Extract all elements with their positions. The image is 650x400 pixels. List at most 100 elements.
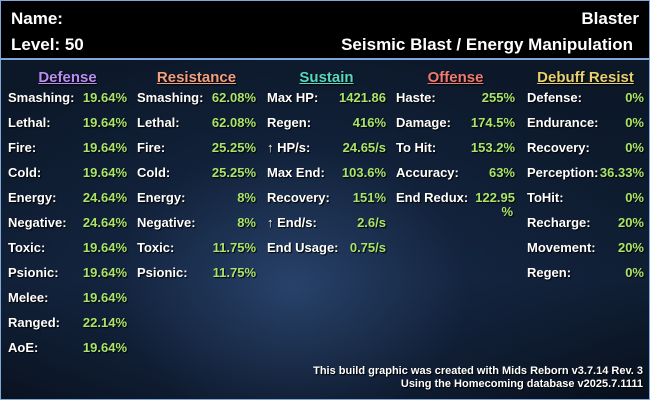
stat-label: Psionic: (137, 265, 188, 280)
footer-credits: This build graphic was created with Mids… (313, 365, 643, 391)
stat-value: 2.6/s (357, 215, 386, 230)
name-label: Name: (11, 9, 63, 28)
stat-row: Recovery: 0% (527, 136, 644, 161)
debuff-resist-title: Debuff Resist (537, 69, 634, 86)
stat-label: Accuracy: (396, 165, 459, 180)
stat-value: 0% (625, 265, 644, 280)
stat-value: 11.75% (212, 240, 256, 255)
stat-label: Smashing: (137, 90, 204, 105)
stat-value: 19.64% (82, 115, 127, 130)
footer-line-1: This build graphic was created with Mids… (313, 365, 643, 377)
stat-label: Negative: (8, 215, 67, 230)
stat-label: AoE: (8, 340, 39, 355)
sustain-column: Sustain Max HP: 1421.86 Regen: 416% ↑ HP/s: 2… (267, 69, 386, 261)
end-redux-percent-suffix: % (501, 204, 513, 219)
stat-label: Lethal: (8, 115, 51, 130)
defense-rows: Smashing: 19.64% Lethal: 19.64% Fire: 19.64% C… (8, 86, 127, 361)
stat-label: End Redux: (396, 190, 469, 205)
stat-row: Endurance: 0% (527, 111, 644, 136)
stat-value: 416% (352, 115, 386, 130)
stat-row: Toxic: 19.64% (8, 236, 127, 261)
stat-row: ↑ HP/s: 24.65/s (267, 136, 386, 161)
stat-value: 1421.86 (339, 90, 386, 105)
defense-column: Defense Smashing: 19.64% Lethal: 19.64% Fire… (8, 69, 127, 361)
stat-label: Regen: (267, 115, 312, 130)
stat-label: Lethal: (137, 115, 180, 130)
stat-row: ToHit: 0% (527, 186, 644, 211)
stat-label: Damage: (396, 115, 451, 130)
resistance-column: Resistance Smashing: 62.08% Lethal: 62.08% F… (137, 69, 256, 286)
offense-title: Offense (427, 69, 484, 86)
stat-label: Fire: (137, 140, 166, 155)
stat-value: 19.64% (82, 165, 127, 180)
stat-row: Lethal: 62.08% (137, 111, 256, 136)
stat-row: Negative: 8% (137, 211, 256, 236)
stat-row: Lethal: 19.64% (8, 111, 127, 136)
stat-row: Negative: 24.64% (8, 211, 127, 236)
stat-row: ↑ End/s: 2.6/s (267, 211, 386, 236)
stat-row: AoE: 19.64% (8, 336, 127, 361)
archetype-label: Blaster (581, 9, 639, 28)
stat-value: 0% (625, 90, 644, 105)
stat-label: ↑ End/s: (267, 215, 317, 230)
stat-value: 153.2% (470, 140, 515, 155)
stat-row: Toxic: 11.75% (137, 236, 256, 261)
stat-row: Defense: 0% (527, 86, 644, 111)
stat-label: Recharge: (527, 215, 591, 230)
stat-row: Cold: 25.25% (137, 161, 256, 186)
defense-title: Defense (38, 69, 97, 86)
stat-row: Smashing: 62.08% (137, 86, 256, 111)
stat-row: Psionic: 19.64% (8, 261, 127, 286)
stat-value: 22.14% (82, 315, 127, 330)
stat-value: 19.64% (82, 240, 127, 255)
stat-value: 151% (352, 190, 386, 205)
stat-value: 19.64% (82, 265, 127, 280)
stat-value: 0% (625, 140, 644, 155)
stat-value: 63% (488, 165, 515, 180)
stat-value: 0.75/s (349, 240, 386, 255)
resistance-rows: Smashing: 62.08% Lethal: 62.08% Fire: 25.25% C… (137, 86, 256, 286)
footer-line-2: Using the Homecoming database v2025.7.11… (400, 378, 643, 390)
stat-label: Regen: (527, 265, 572, 280)
stat-row: Haste: 255% (396, 86, 515, 111)
stat-value: 103.6% (341, 165, 386, 180)
stat-label: Max HP: (267, 90, 319, 105)
stat-label: Haste: (396, 90, 436, 105)
stat-row: Regen: 0% (527, 261, 644, 286)
stat-row: End Usage: 0.75/s (267, 236, 386, 261)
stat-value: 122.95 (475, 190, 515, 205)
stat-value: 19.64% (82, 140, 127, 155)
powersets-label: Seismic Blast / Energy Manipulation (341, 35, 633, 54)
stat-value: 19.64% (82, 340, 127, 355)
stat-label: Smashing: (8, 90, 75, 105)
stat-label: Fire: (8, 140, 37, 155)
stat-value: 25.25% (211, 165, 256, 180)
stat-label: ↑ HP/s: (267, 140, 311, 155)
stat-label: Toxic: (137, 240, 175, 255)
stat-value: 0% (625, 190, 644, 205)
stat-row: To Hit: 153.2% (396, 136, 515, 161)
offense-column: Offense Haste: 255% Damage: 174.5% To Hit: 15… (396, 69, 515, 219)
stat-row: Recharge: 20% (527, 211, 644, 236)
stat-value: 174.5% (470, 115, 515, 130)
stat-row: Regen: 416% (267, 111, 386, 136)
stat-value: 36.33% (599, 165, 644, 180)
sustain-title: Sustain (299, 69, 354, 86)
stat-row: Max HP: 1421.86 (267, 86, 386, 111)
stat-label: Energy: (8, 190, 57, 205)
stat-row: End Redux: 122.95% (396, 186, 515, 219)
stat-label: Negative: (137, 215, 196, 230)
stat-value: 0% (625, 115, 644, 130)
debuff-resist-column: Debuff Resist Defense: 0% Endurance: 0% Reco… (527, 69, 644, 286)
level-label: Level: 50 (11, 35, 84, 54)
stat-row: Energy: 24.64% (8, 186, 127, 211)
stat-value: 8% (237, 215, 256, 230)
stat-label: Perception: (527, 165, 599, 180)
stat-label: Defense: (527, 90, 582, 105)
stat-value: 62.08% (211, 115, 256, 130)
stat-label: Endurance: (527, 115, 599, 130)
stat-row: Accuracy: 63% (396, 161, 515, 186)
stat-value: 25.25% (211, 140, 256, 155)
stat-label: Recovery: (527, 140, 590, 155)
stat-label: Psionic: (8, 265, 59, 280)
